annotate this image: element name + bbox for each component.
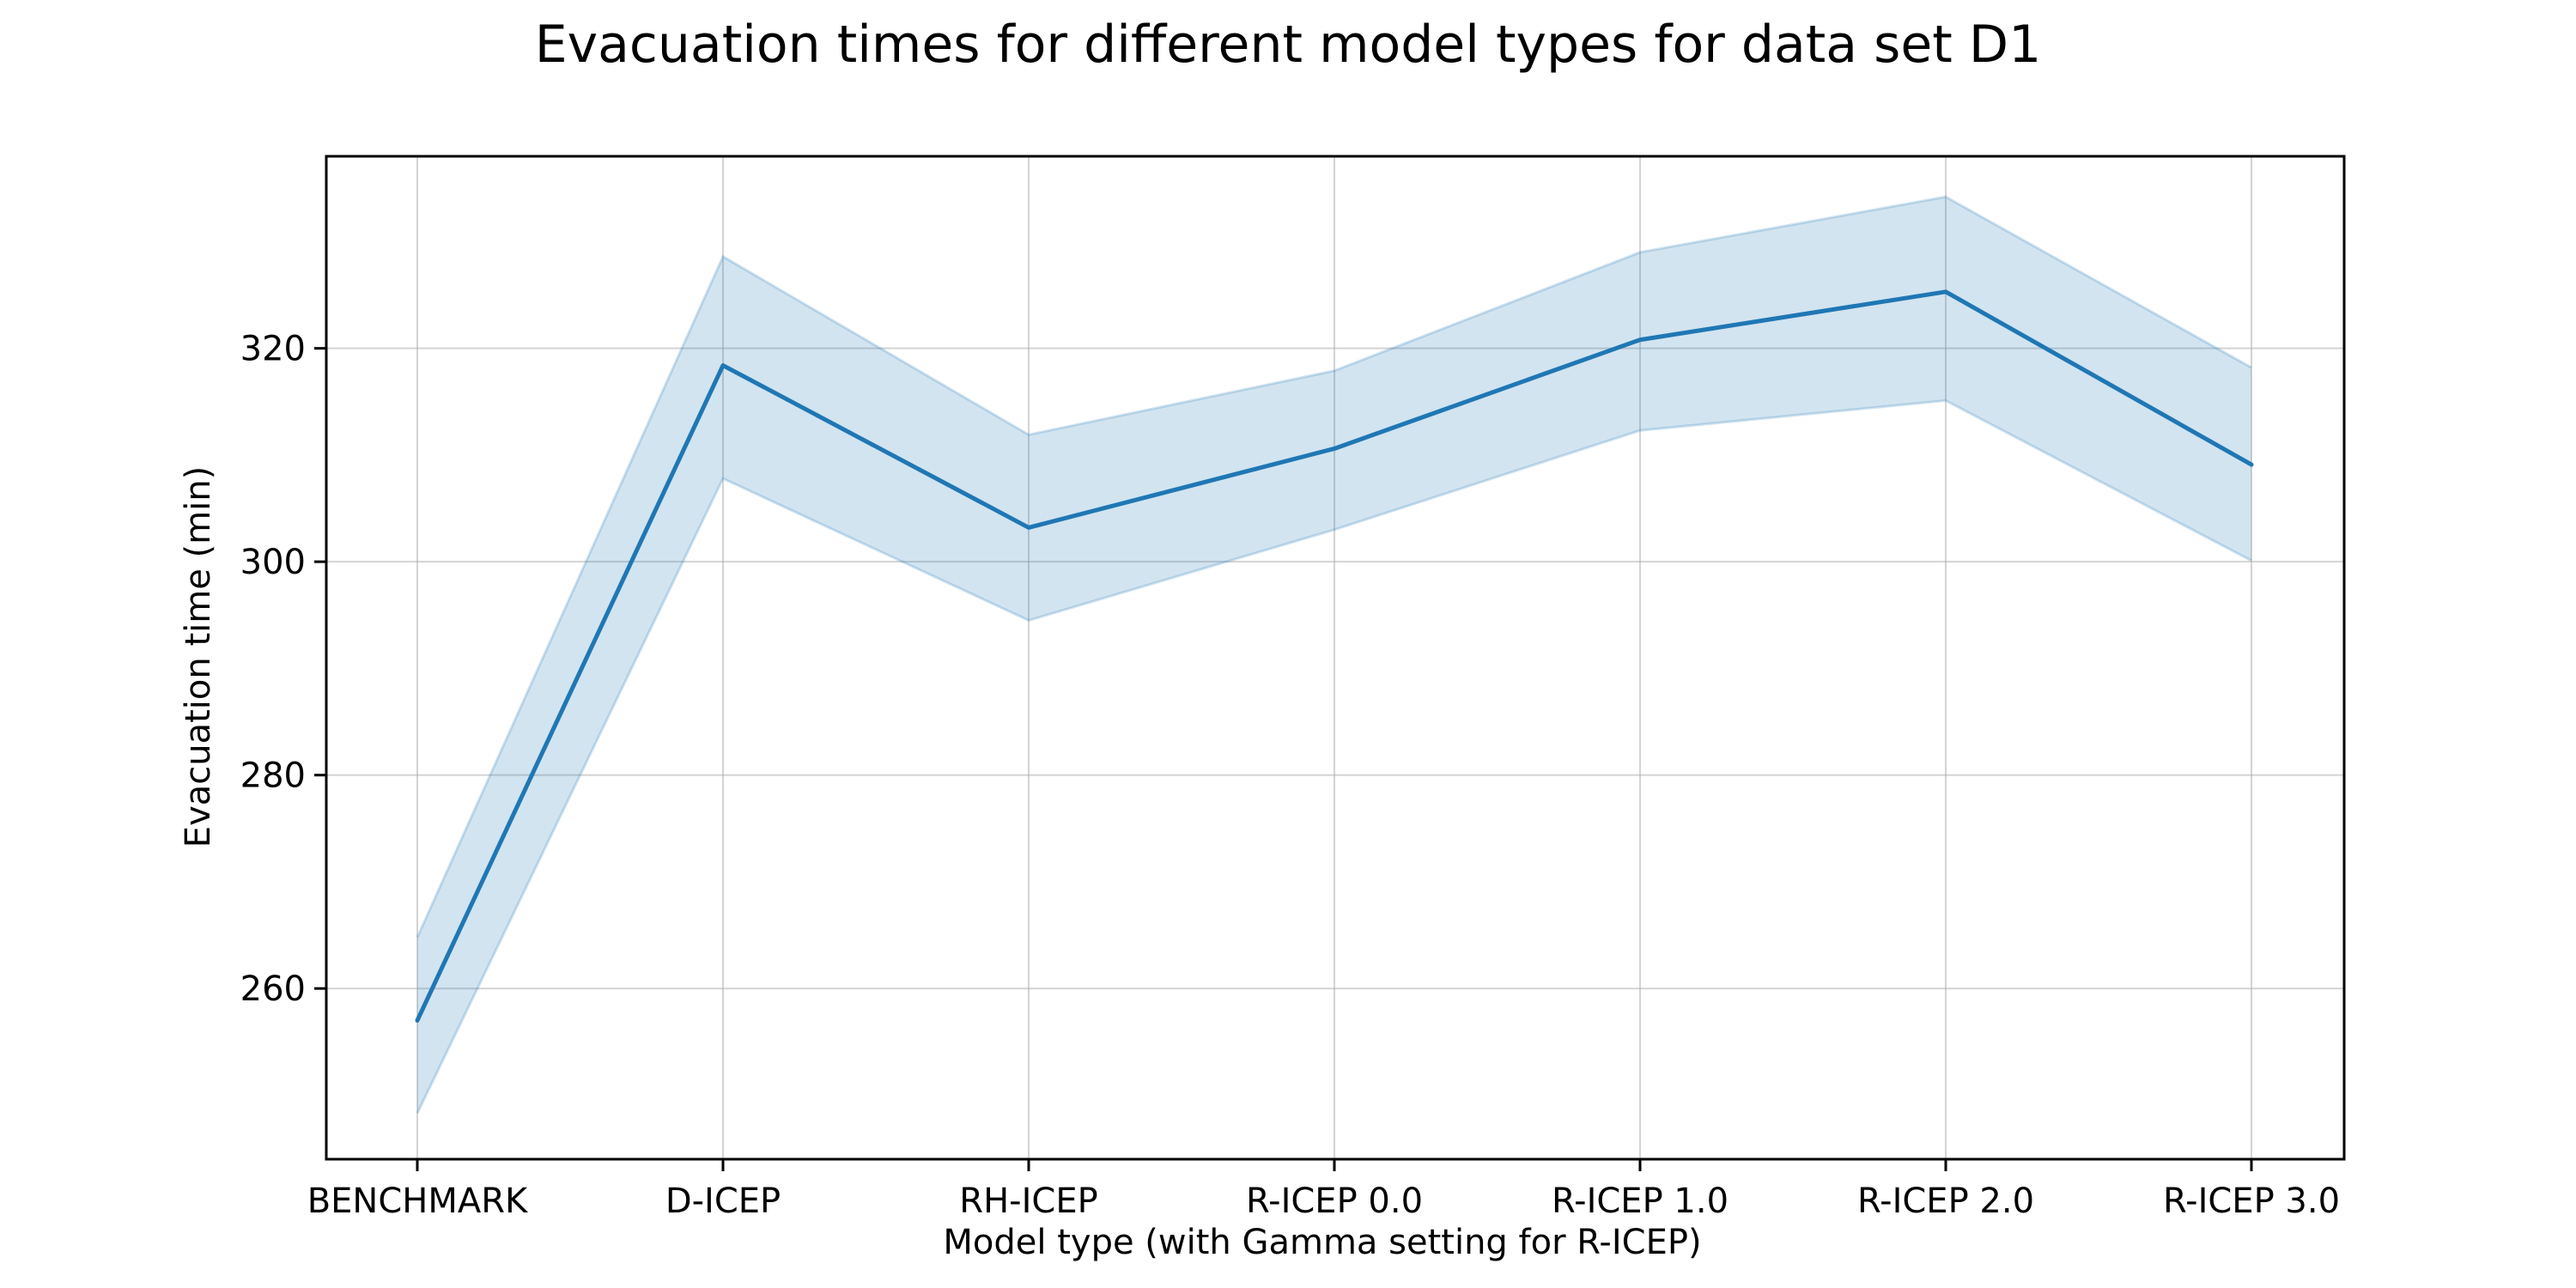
band-layer: [416, 195, 2252, 1115]
chart-title: Evacuation times for different model typ…: [535, 15, 2042, 75]
y-axis-label: Evacuation time (min): [179, 466, 218, 848]
confidence-band: [417, 197, 2251, 1114]
y-tick-label: 320: [240, 330, 306, 369]
band-upper-edge: [416, 195, 2252, 939]
x-tick-label: R-ICEP 3.0: [2163, 1182, 2340, 1221]
band-lower-edge: [416, 399, 2252, 1115]
x-tick-label: BENCHMARK: [307, 1182, 529, 1221]
y-tick-label: 300: [240, 543, 306, 582]
x-tick-label: R-ICEP 2.0: [1857, 1182, 2034, 1221]
x-tick-label: RH-ICEP: [959, 1182, 1097, 1221]
grid-layer: [326, 156, 2344, 1159]
y-tick-label: 280: [240, 756, 306, 796]
x-axis-label: Model type (with Gamma setting for R-ICE…: [943, 1223, 1701, 1262]
x-axis-ticks: BENCHMARK D-ICEP RH-ICEP R-ICEP 0.0 R-ICEP 1…: [307, 1159, 2340, 1221]
x-tick-label: D-ICEP: [665, 1182, 781, 1221]
x-tick-label: R-ICEP 1.0: [1552, 1182, 1728, 1221]
line-layer: [415, 289, 2254, 1023]
y-tick-label: 260: [240, 969, 306, 1009]
y-axis-ticks: 260 280 300 320: [240, 330, 326, 1009]
series-line: [415, 289, 2254, 1023]
x-tick-label: R-ICEP 0.0: [1246, 1182, 1423, 1221]
